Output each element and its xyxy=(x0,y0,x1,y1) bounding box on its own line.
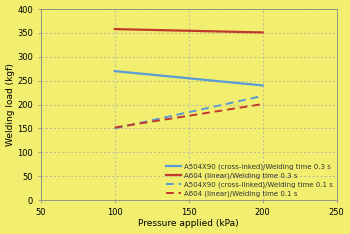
Y-axis label: Welding load (kgf): Welding load (kgf) xyxy=(6,63,15,146)
X-axis label: Pressure applied (kPa): Pressure applied (kPa) xyxy=(138,219,239,228)
Legend: A504X90 (cross-inked)/Welding time 0.3 s, A604 (linear)/Welding time 0.3 s, A504: A504X90 (cross-inked)/Welding time 0.3 s… xyxy=(166,163,333,197)
